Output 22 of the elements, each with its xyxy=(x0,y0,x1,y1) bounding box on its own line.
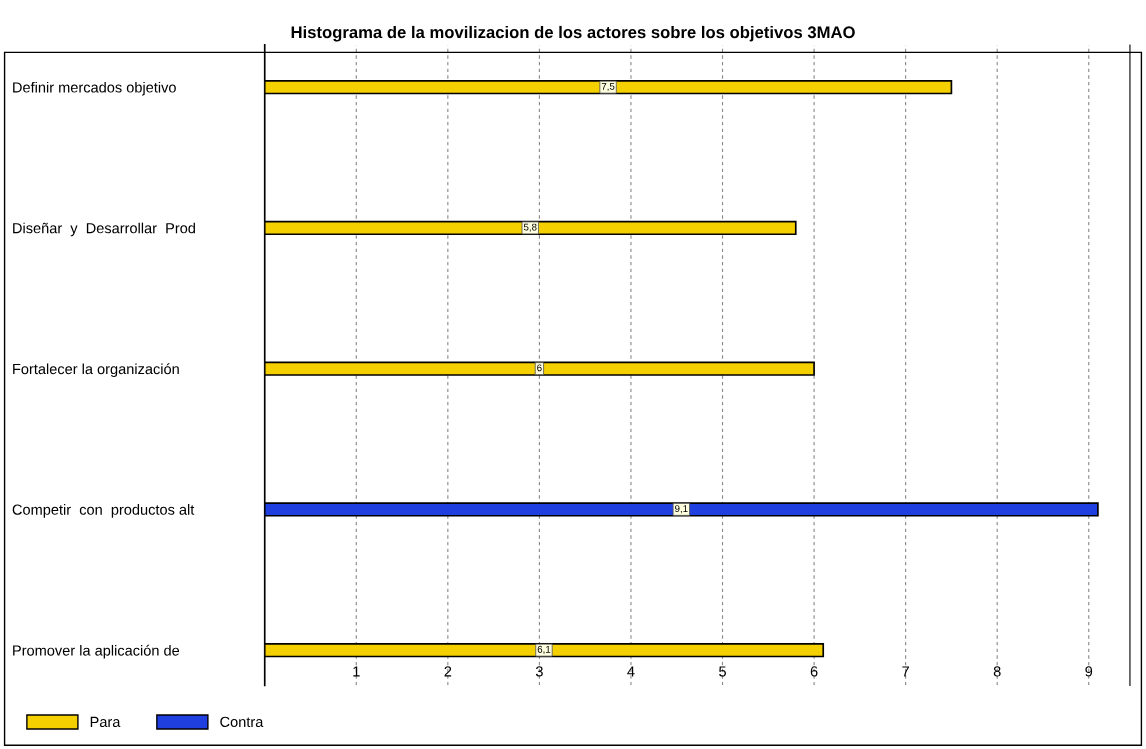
x-tick-label: 2 xyxy=(444,666,452,677)
data-label: 5,8 xyxy=(523,223,537,232)
x-tick-label: 3 xyxy=(535,666,543,677)
legend-label: Para xyxy=(90,716,121,728)
x-tick-label: 4 xyxy=(627,666,635,677)
data-label: 6 xyxy=(537,364,542,372)
x-tick-label: 6 xyxy=(810,666,818,677)
x-tick-label: 9 xyxy=(1085,666,1093,677)
legend-label: Contra xyxy=(220,716,264,728)
chart-title: Histograma de la movilizacion de los actores sobre los objetivos 3MAO xyxy=(291,25,855,42)
y-tick-label: Fortalecer la organización xyxy=(13,363,179,378)
y-tick-label: Competir con productos alt xyxy=(12,504,195,518)
data-label: 9,1 xyxy=(675,505,688,514)
y-tick-label: Definir mercados objetivo xyxy=(13,81,176,96)
x-tick-label: 5 xyxy=(719,666,726,677)
y-tick-label: Diseñar y Desarrollar Prod xyxy=(13,222,195,237)
data-label: 7,5 xyxy=(601,82,615,91)
data-label: 6,1 xyxy=(537,645,551,654)
y-tick-label: Promover la aplicación de xyxy=(13,644,180,659)
x-tick-label: 1 xyxy=(353,666,360,677)
x-tick-label: 7 xyxy=(902,666,909,677)
x-tick-label: 8 xyxy=(993,666,1001,677)
